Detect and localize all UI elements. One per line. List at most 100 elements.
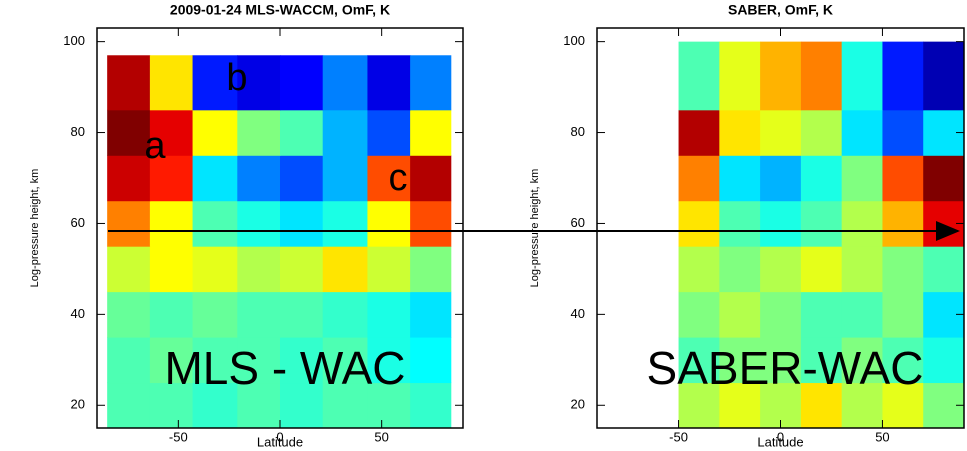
y-tick-label: 100: [563, 33, 585, 48]
heat-cell: [107, 200, 151, 247]
heat-cell: [237, 109, 281, 156]
heat-cell: [719, 41, 761, 111]
heat-cell: [760, 291, 802, 338]
heat-cell: [410, 337, 452, 384]
heat-cell: [923, 337, 965, 384]
heat-cell: [367, 337, 411, 384]
y-tick-label: 20: [71, 397, 85, 412]
heat-cell: [192, 200, 238, 247]
heat-cell: [322, 382, 368, 429]
heat-cell: [923, 155, 965, 202]
heat-cell: [719, 155, 761, 202]
heat-cell: [107, 382, 151, 429]
heat-cell: [237, 55, 281, 111]
heat-cell: [882, 41, 924, 111]
heat-cell: [237, 200, 281, 247]
heat-cell: [678, 200, 720, 247]
heat-cell: [149, 291, 194, 338]
heat-cell: [882, 291, 924, 338]
heat-cell: [367, 155, 411, 202]
heat-cell: [280, 337, 324, 384]
heat-cell: [280, 291, 324, 338]
heat-cell: [678, 382, 720, 429]
heat-cell: [192, 55, 238, 111]
heat-cell: [841, 155, 883, 202]
heat-cell: [280, 200, 324, 247]
heat-cell: [322, 291, 368, 338]
heat-cell: [678, 109, 720, 156]
heat-cell: [322, 200, 368, 247]
heat-cell: [719, 382, 761, 429]
heat-cell: [719, 291, 761, 338]
heat-cell: [149, 109, 194, 156]
heat-cell: [367, 55, 411, 111]
plots: 20 40 60 80 100 -50 0 50 2009-01-24 MLS-WACCM, O…: [29, 2, 965, 449]
heat-cell: [410, 109, 452, 156]
heat-cell: [280, 382, 324, 429]
heat-cell: [760, 41, 802, 111]
heat-cell: [107, 291, 151, 338]
heat-cell: [237, 382, 281, 429]
heat-cell: [841, 337, 883, 384]
heat-cell: [107, 337, 151, 384]
heat-cell: [800, 41, 843, 111]
y-tick-label: 20: [571, 397, 585, 412]
y-tick-label: 100: [63, 33, 85, 48]
heat-cell: [237, 291, 281, 338]
heat-cell: [841, 41, 883, 111]
annotation: MLS - WAC: [164, 342, 405, 394]
heat-cell: [280, 246, 324, 293]
heat-cell: [800, 109, 843, 156]
x-tick-label: 50: [875, 429, 889, 444]
heat-cell: [719, 337, 761, 384]
heat-cell: [280, 55, 324, 111]
heat-cell: [882, 155, 924, 202]
heat-cell: [107, 246, 151, 293]
y-tick-label: 80: [71, 124, 85, 139]
heat-cell: [192, 246, 238, 293]
x-tick-label: 50: [374, 429, 388, 444]
heat-cell: [760, 155, 802, 202]
heat-cell: [760, 109, 802, 156]
heat-cell: [322, 109, 368, 156]
heat-cell: [107, 155, 151, 202]
heat-cell: [882, 200, 924, 247]
heat-cell: [149, 337, 194, 384]
heat-cell: [841, 246, 883, 293]
heat-cell: [192, 382, 238, 429]
heat-cell: [678, 246, 720, 293]
heat-cell: [410, 246, 452, 293]
x-axis-label: Latitude: [757, 434, 803, 449]
heat-cell: [678, 155, 720, 202]
heat-cell: [882, 337, 924, 384]
y-tick-label: 60: [71, 215, 85, 230]
heat-cell: [280, 109, 324, 156]
heat-cell: [760, 337, 802, 384]
heat-cell: [923, 41, 965, 111]
x-tick-label: 0: [777, 429, 784, 444]
annotation: b: [226, 57, 247, 99]
heat-cell: [841, 109, 883, 156]
annotation: c: [389, 157, 408, 199]
heat-cell: [719, 246, 761, 293]
chart-title: SABER, OmF, K: [728, 2, 833, 18]
heat-cell: [367, 382, 411, 429]
heat-cell: [841, 200, 883, 247]
heat-cell: [192, 155, 238, 202]
x-axis-label: Latitude: [257, 434, 303, 449]
heat-cell: [410, 382, 452, 429]
heat-cell: [841, 291, 883, 338]
heat-cell: [367, 200, 411, 247]
heat-cell: [149, 55, 194, 111]
heat-cell: [410, 200, 452, 247]
heat-cell: [107, 109, 151, 156]
heat-cell: [237, 337, 281, 384]
heat-cell: [800, 246, 843, 293]
heat-cell: [678, 337, 720, 384]
heat-cell: [322, 337, 368, 384]
heat-cell: [192, 291, 238, 338]
heat-cell: [410, 155, 452, 202]
x-tick-label: -50: [169, 429, 188, 444]
heat-cell: [237, 155, 281, 202]
